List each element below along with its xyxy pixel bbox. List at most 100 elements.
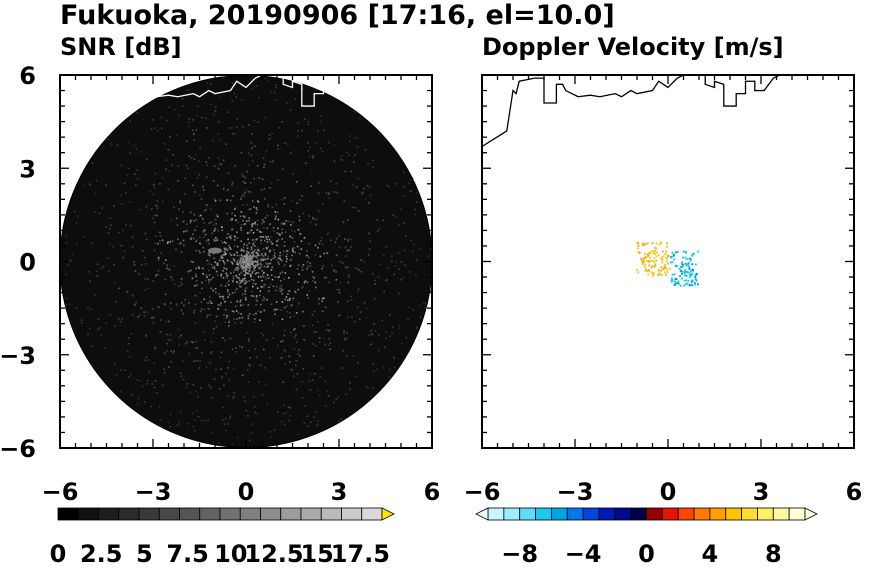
snr-core	[277, 261, 280, 264]
snr-speckle	[294, 98, 297, 100]
doppler-colorbar-bin	[788, 507, 806, 521]
snr-core	[244, 296, 247, 299]
doppler-echo	[636, 241, 639, 244]
snr-speckle	[176, 134, 178, 137]
snr-speckle	[185, 386, 188, 389]
snr-core	[295, 312, 298, 314]
snr-speckle	[210, 341, 213, 344]
snr-speckle	[287, 406, 290, 409]
snr-core	[268, 286, 270, 289]
snr-core	[281, 238, 284, 240]
snr-speckle	[322, 337, 325, 339]
snr-core	[213, 229, 216, 232]
snr-speckle	[114, 324, 116, 327]
snr-speckle	[368, 248, 371, 250]
snr-speckle	[287, 250, 290, 252]
doppler-echo	[647, 273, 650, 276]
snr-core	[242, 257, 245, 260]
doppler-echo	[667, 262, 669, 265]
snr-speckle	[415, 327, 418, 330]
snr-speckle	[276, 211, 279, 214]
snr-speckle	[200, 387, 202, 389]
doppler-echo	[667, 254, 670, 257]
snr-speckle	[363, 187, 365, 190]
snr-speckle	[219, 199, 222, 202]
doppler-xtick-label: 6	[846, 478, 863, 506]
snr-core	[279, 258, 282, 261]
snr-speckle	[236, 276, 238, 279]
snr-core	[274, 256, 276, 258]
snr-core	[243, 277, 246, 280]
snr-core	[285, 260, 288, 263]
snr-core	[192, 261, 194, 263]
doppler-echo	[669, 261, 672, 264]
snr-speckle	[319, 147, 322, 150]
snr-speckle	[213, 165, 216, 167]
snr-speckle	[351, 206, 354, 209]
snr-speckle	[234, 322, 236, 324]
snr-core	[231, 261, 233, 264]
snr-core	[240, 226, 242, 229]
snr-core	[278, 275, 280, 278]
doppler-echo	[687, 263, 689, 266]
snr-core	[255, 251, 258, 254]
snr-speckle	[389, 159, 391, 161]
snr-speckle	[372, 159, 375, 162]
doppler-echo	[694, 282, 696, 284]
doppler-echo	[673, 254, 675, 257]
doppler-echo	[694, 283, 696, 286]
snr-speckle	[221, 337, 224, 339]
snr-speckle	[183, 304, 185, 307]
snr-speckle	[284, 412, 287, 414]
snr-core	[219, 295, 221, 298]
snr-core	[247, 257, 250, 259]
snr-speckle	[262, 334, 265, 337]
snr-speckle	[195, 219, 198, 221]
snr-speckle	[343, 200, 346, 203]
snr-speckle	[213, 198, 216, 201]
snr-core	[236, 318, 238, 320]
snr-speckle	[198, 160, 200, 162]
snr-speckle	[312, 379, 314, 381]
snr-speckle	[296, 373, 299, 375]
snr-speckle	[207, 281, 210, 284]
snr-speckle	[156, 214, 158, 217]
snr-speckle	[215, 315, 218, 318]
snr-speckle	[275, 244, 278, 247]
snr-speckle	[344, 338, 346, 341]
snr-speckle	[358, 318, 361, 320]
snr-speckle	[112, 245, 115, 248]
snr-speckle	[161, 127, 163, 130]
snr-core	[201, 267, 204, 270]
doppler-echo	[660, 241, 663, 244]
snr-speckle	[303, 104, 305, 107]
snr-speckle	[233, 271, 235, 274]
snr-speckle	[252, 313, 255, 316]
snr-speckle	[172, 154, 174, 156]
snr-speckle	[199, 243, 202, 246]
doppler-echo	[665, 245, 668, 248]
snr-speckle	[264, 297, 266, 300]
snr-speckle	[290, 152, 292, 154]
snr-speckle	[153, 386, 156, 389]
snr-speckle	[173, 265, 176, 267]
snr-speckle	[163, 368, 165, 371]
snr-core	[264, 252, 267, 255]
snr-speckle	[408, 306, 410, 309]
doppler-echo	[695, 272, 698, 275]
snr-speckle	[195, 153, 197, 156]
snr-speckle	[347, 238, 350, 241]
snr-speckle	[226, 212, 229, 215]
doppler-echo	[671, 273, 674, 276]
snr-speckle	[282, 250, 285, 253]
snr-speckle	[180, 334, 182, 337]
snr-speckle	[159, 235, 162, 237]
snr-speckle	[110, 224, 112, 226]
snr-speckle	[192, 341, 194, 344]
snr-speckle	[240, 198, 242, 200]
snr-speckle	[272, 160, 274, 163]
snr-speckle	[298, 219, 301, 222]
snr-speckle	[75, 307, 78, 309]
doppler-echo	[687, 265, 690, 267]
doppler-panel-title: Doppler Velocity [m/s]	[482, 33, 784, 61]
